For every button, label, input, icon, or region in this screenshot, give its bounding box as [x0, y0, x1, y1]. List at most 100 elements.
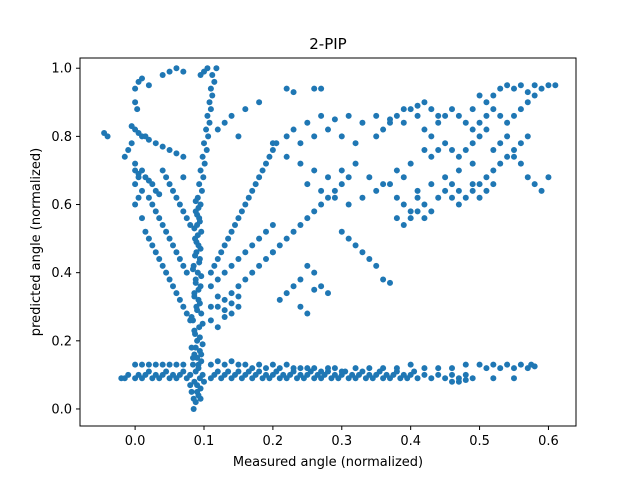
data-point — [221, 296, 228, 303]
data-point — [276, 365, 283, 372]
data-point — [191, 378, 198, 385]
data-point — [145, 82, 152, 89]
data-point — [194, 307, 201, 314]
data-point — [511, 112, 517, 119]
data-point — [352, 160, 359, 167]
data-point — [407, 208, 414, 215]
data-point — [214, 293, 221, 300]
data-point — [166, 147, 173, 153]
data-point — [483, 187, 490, 194]
data-point — [269, 361, 276, 368]
data-point — [263, 228, 269, 235]
data-point — [421, 147, 428, 153]
data-point — [428, 208, 435, 215]
data-point — [195, 361, 202, 368]
data-point — [428, 181, 435, 188]
data-point — [297, 160, 304, 167]
x-tick-label: 0.0 — [125, 434, 146, 449]
data-point — [159, 262, 166, 269]
data-point — [490, 106, 497, 113]
data-point — [232, 221, 238, 228]
data-point — [156, 215, 163, 222]
data-point — [421, 99, 428, 106]
data-point — [206, 119, 213, 126]
data-point — [276, 242, 283, 249]
data-point — [455, 153, 462, 160]
data-point — [183, 269, 190, 276]
data-point — [156, 191, 163, 198]
data-point — [221, 313, 228, 320]
data-point — [283, 153, 290, 160]
data-point — [139, 187, 145, 194]
data-point — [159, 361, 166, 368]
data-point — [297, 221, 304, 228]
data-point — [311, 286, 318, 293]
data-point — [455, 167, 462, 174]
data-point — [359, 194, 366, 201]
data-point — [352, 242, 359, 249]
data-point — [407, 106, 414, 113]
data-point — [259, 167, 266, 174]
data-point — [511, 85, 517, 92]
data-point — [290, 228, 297, 235]
data-point — [176, 296, 183, 303]
data-point — [442, 140, 449, 147]
data-point — [180, 68, 187, 75]
data-point — [132, 181, 139, 188]
data-point — [166, 181, 173, 188]
data-point — [531, 92, 538, 99]
data-point — [206, 99, 213, 106]
data-point — [421, 365, 428, 372]
data-point — [524, 89, 531, 96]
data-point — [191, 327, 198, 334]
data-point — [366, 365, 373, 372]
data-point — [545, 174, 552, 181]
data-point — [400, 174, 407, 181]
data-point — [490, 181, 497, 188]
data-point — [195, 286, 202, 293]
data-point — [497, 160, 504, 167]
data-point — [199, 153, 206, 160]
data-point — [318, 85, 325, 92]
data-point — [455, 112, 462, 119]
data-point — [195, 204, 202, 211]
data-point — [204, 112, 211, 119]
y-tick-label: 1.0 — [51, 62, 72, 77]
data-point — [269, 249, 276, 256]
data-point — [194, 232, 201, 239]
data-point — [235, 133, 242, 140]
data-point — [207, 303, 214, 310]
data-point — [152, 361, 159, 368]
data-point — [290, 283, 297, 290]
data-point — [283, 133, 290, 140]
data-point — [325, 365, 331, 372]
data-point — [393, 365, 400, 372]
data-point — [135, 174, 142, 181]
data-point — [338, 228, 345, 235]
data-point — [263, 365, 269, 372]
data-point — [428, 106, 435, 113]
data-point — [149, 181, 156, 188]
data-point — [325, 126, 331, 133]
data-point — [188, 344, 195, 351]
data-point — [297, 276, 304, 283]
data-point — [504, 82, 511, 89]
y-tick-label: 0.8 — [51, 130, 72, 145]
data-point — [338, 368, 345, 375]
data-point — [414, 102, 421, 109]
data-point — [190, 395, 197, 402]
data-point — [338, 133, 345, 140]
data-point — [132, 201, 139, 208]
data-point — [203, 126, 210, 133]
data-point — [135, 78, 142, 85]
data-point — [331, 187, 338, 194]
data-point — [400, 106, 407, 113]
data-point — [393, 215, 400, 222]
data-point — [483, 365, 490, 372]
data-point — [462, 361, 469, 368]
data-point — [256, 99, 263, 106]
data-point — [163, 368, 170, 375]
data-point — [421, 371, 428, 378]
data-point — [194, 388, 201, 395]
data-point — [476, 133, 483, 140]
